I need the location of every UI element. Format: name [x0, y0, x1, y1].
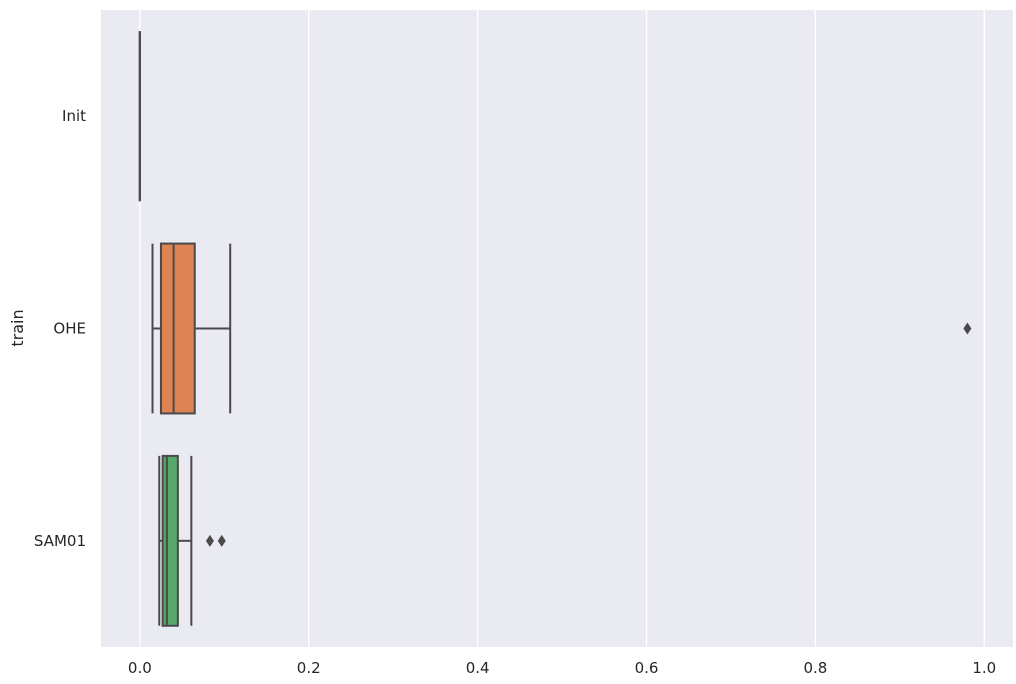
x-tick-labels: 0.0 0.2 0.4 0.6 0.8 1.0 [128, 659, 996, 677]
outlier-point [217, 534, 226, 547]
grid-lines [139, 10, 985, 647]
box [161, 454, 179, 627]
x-tick-label: 0.8 [803, 659, 827, 677]
y-tick-label: SAM01 [34, 532, 86, 550]
box-group-ohe [151, 242, 972, 415]
x-tick-label: 0.6 [635, 659, 659, 677]
plot-background [101, 10, 1013, 647]
box [159, 242, 196, 415]
x-tick-label: 0.0 [128, 659, 152, 677]
box-group-sam01 [158, 454, 226, 627]
y-tick-label: OHE [53, 320, 86, 338]
y-axis-label: train [8, 309, 27, 346]
outlier-point [205, 534, 214, 547]
x-tick-label: 1.0 [972, 659, 996, 677]
x-tick-label: 0.2 [297, 659, 321, 677]
x-tick-label: 0.4 [466, 659, 490, 677]
y-tick-labels: Init OHE SAM01 [34, 107, 86, 550]
boxes-layer [138, 31, 972, 627]
outlier-point [963, 322, 972, 335]
y-tick-label: Init [62, 107, 86, 125]
